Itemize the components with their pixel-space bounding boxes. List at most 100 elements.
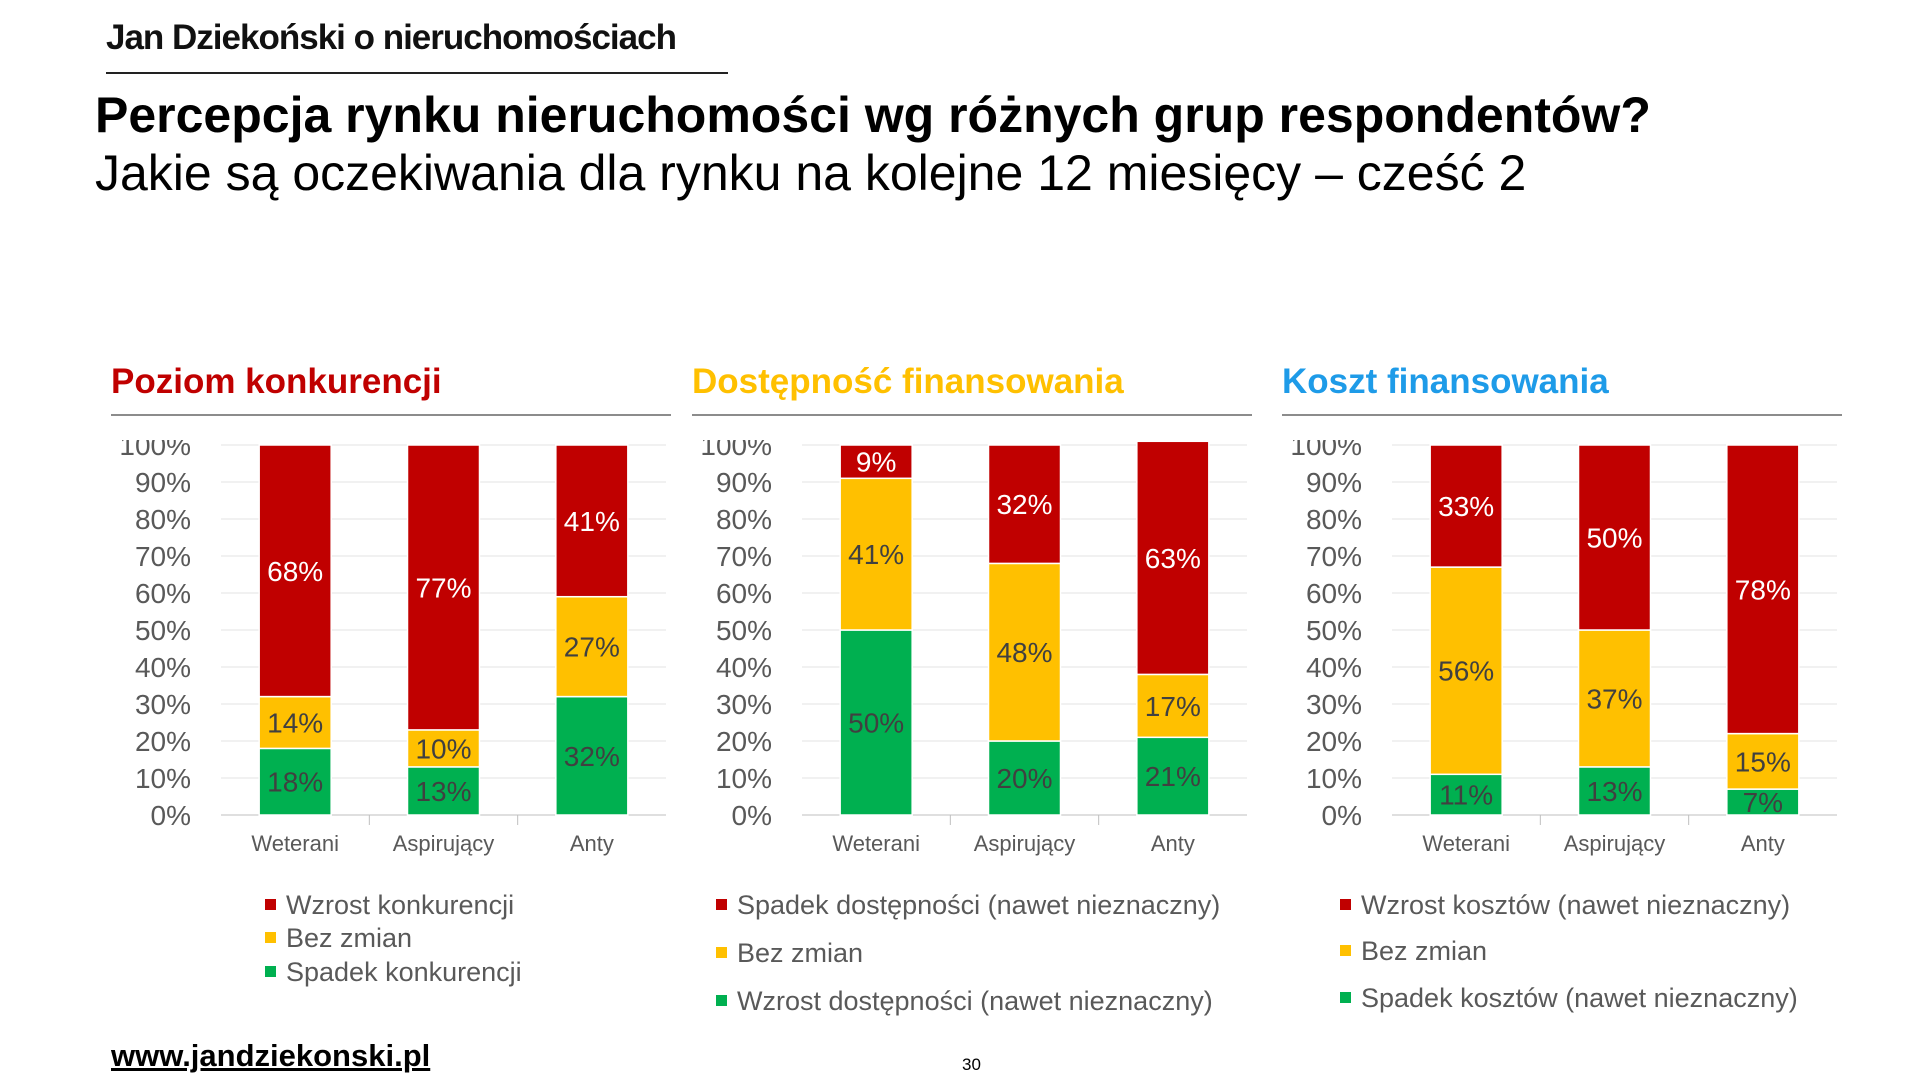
bar-segment	[1429, 566, 1503, 776]
data-label: 50%	[1586, 523, 1642, 554]
y-tick-label: 100%	[119, 440, 191, 461]
x-tick-label: Weterani	[1422, 831, 1510, 856]
y-tick-label: 80%	[135, 504, 191, 535]
bar-segment	[987, 740, 1062, 816]
x-tick-label: Anty	[1151, 831, 1195, 856]
legend-swatch	[1340, 899, 1351, 911]
data-label: 32%	[996, 489, 1052, 520]
chart-title-rule	[1282, 414, 1842, 416]
chart-panel-koszt: Koszt finansowania 0% 10% 20% 30% 40% 50% 60% 7…	[1282, 360, 1842, 1040]
y-tick-label: 60%	[1306, 578, 1362, 609]
legend-swatch	[716, 899, 727, 911]
y-tick-label: 60%	[716, 578, 772, 609]
legend-item: Spadek konkurencji	[265, 957, 522, 988]
chart-title-rule	[111, 414, 671, 416]
y-tick-label: 10%	[135, 763, 191, 794]
page-number: 30	[962, 1055, 981, 1074]
y-tick-label: 50%	[135, 615, 191, 646]
data-label: 56%	[1438, 656, 1494, 687]
legend-swatch	[265, 932, 276, 944]
y-tick-label: 100%	[700, 440, 772, 461]
bar-segment	[1577, 766, 1652, 816]
bar-segment	[1726, 788, 1800, 816]
chart-title: Koszt finansowania	[1282, 362, 1609, 401]
y-tick-label: 90%	[1306, 467, 1362, 498]
data-label: 68%	[267, 556, 323, 587]
y-tick-label: 40%	[716, 652, 772, 683]
y-tick-label: 30%	[135, 689, 191, 720]
y-tick-label: 0%	[1322, 800, 1362, 831]
legend-item: Spadek kosztów (nawet nieznaczny)	[1340, 983, 1798, 1014]
legend-item: Spadek dostępności (nawet nieznaczny)	[716, 890, 1220, 921]
y-tick-label: 100%	[1290, 440, 1362, 461]
page-title: Percepcja rynku nieruchomości wg różnych…	[95, 87, 1651, 143]
legend-swatch	[1340, 945, 1351, 957]
bar-segment	[987, 562, 1062, 742]
brand-logo-text: Jan Dziekoński o nieruchomościach	[106, 18, 677, 57]
y-tick-label: 30%	[1306, 689, 1362, 720]
y-tick-label: 20%	[1306, 726, 1362, 757]
data-label: 33%	[1438, 491, 1494, 522]
data-label: 14%	[267, 708, 323, 739]
bar-segment	[1429, 773, 1503, 816]
bar-segment	[839, 477, 913, 631]
data-label: 27%	[564, 632, 620, 663]
data-label: 32%	[564, 741, 620, 772]
bar-segment	[1136, 673, 1210, 739]
y-tick-label: 90%	[135, 467, 191, 498]
data-label: 13%	[415, 776, 471, 807]
legend-item: Wzrost dostępności (nawet nieznaczny)	[716, 986, 1213, 1017]
data-label: 78%	[1735, 574, 1791, 605]
x-tick-label: Aspirujący	[974, 831, 1075, 856]
legend-swatch	[716, 995, 727, 1007]
data-label: 11%	[1439, 780, 1493, 811]
data-label: 15%	[1735, 746, 1791, 777]
chart-panel-dostepnosc: Dostępność finansowania 0% 10% 20% 30% 40% 50…	[692, 360, 1252, 1040]
data-label: 13%	[1586, 776, 1642, 807]
legend-item: Bez zmian	[1340, 936, 1487, 967]
bar-segment	[1726, 732, 1800, 790]
x-tick-label: Anty	[1741, 831, 1785, 856]
y-tick-label: 70%	[1306, 541, 1362, 572]
bar-segment	[258, 747, 332, 816]
data-label: 37%	[1586, 683, 1642, 714]
bar-segment	[406, 766, 481, 816]
bar-segment	[1136, 440, 1210, 676]
bar-segment	[839, 444, 913, 480]
bar-segment	[406, 729, 481, 768]
bar-segment	[258, 695, 332, 750]
data-label: 17%	[1145, 691, 1201, 722]
y-tick-label: 10%	[716, 763, 772, 794]
page-subtitle: Jakie są oczekiwania dla rynku na kolejn…	[95, 145, 1527, 201]
legend-label: Wzrost dostępności (nawet nieznaczny)	[737, 986, 1213, 1016]
data-label: 77%	[415, 572, 471, 603]
footer-website-link[interactable]: www.jandziekonski.pl	[111, 1038, 431, 1073]
bar-segment	[1429, 444, 1503, 568]
y-tick-label: 50%	[1306, 615, 1362, 646]
y-tick-label: 20%	[716, 726, 772, 757]
y-tick-label: 70%	[135, 541, 191, 572]
stacked-bar-chart: 0% 10% 20% 30% 40% 50% 60% 70% 80% 90% 100% 18% 14% 6…	[119, 440, 666, 856]
legend-swatch	[1340, 992, 1351, 1004]
bar-segment	[1577, 629, 1652, 768]
legend-label: Spadek dostępności (nawet nieznaczny)	[737, 890, 1221, 920]
stacked-bar-chart: 0% 10% 20% 30% 40% 50% 60% 70% 80% 90% 100% 50% 41% 9…	[700, 440, 1247, 856]
x-tick-label: Anty	[570, 831, 614, 856]
data-label: 10%	[415, 733, 471, 764]
legend-item: Bez zmian	[265, 923, 412, 954]
bar-segment	[406, 444, 481, 731]
legend-label: Wzrost kosztów (nawet nieznaczny)	[1361, 890, 1791, 920]
legend-swatch	[265, 899, 276, 911]
stacked-bar-chart: 0% 10% 20% 30% 40% 50% 60% 70% 80% 90% 100% 11% 56% 3…	[1290, 440, 1837, 856]
x-tick-label: Weterani	[251, 831, 339, 856]
legend-label: Bez zmian	[737, 938, 864, 968]
x-tick-label: Weterani	[832, 831, 920, 856]
y-tick-label: 40%	[135, 652, 191, 683]
data-label: 48%	[996, 637, 1052, 668]
chart-title-rule	[692, 414, 1252, 416]
legend-label: Spadek konkurencji	[286, 957, 522, 987]
data-label: 18%	[267, 767, 323, 798]
legend-swatch	[265, 966, 276, 978]
y-tick-label: 40%	[1306, 652, 1362, 683]
data-label: 7%	[1743, 787, 1783, 818]
